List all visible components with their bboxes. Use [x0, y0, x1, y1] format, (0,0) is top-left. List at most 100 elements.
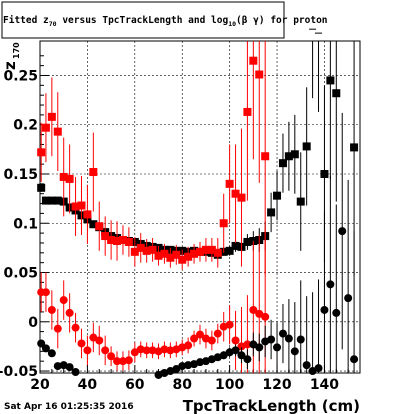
- title-box: Fitted z70 versus TpcTrackLength and log…: [1, 1, 328, 39]
- data-point: [231, 189, 240, 198]
- data-point: [124, 237, 133, 246]
- x-tick-label: 140: [310, 377, 339, 393]
- y-tick-label: 0.05: [3, 266, 38, 282]
- series-3: [37, 228, 270, 373]
- data-point: [37, 183, 46, 192]
- data-point: [172, 250, 181, 259]
- data-point: [71, 323, 80, 332]
- data-point: [219, 351, 228, 360]
- data-point: [190, 249, 199, 258]
- y-axis-label: z: [1, 61, 19, 70]
- data-point: [148, 245, 157, 254]
- data-point: [65, 363, 74, 372]
- data-point: [290, 347, 299, 356]
- data-point: [136, 345, 145, 354]
- data-point: [213, 248, 222, 257]
- data-point: [59, 172, 68, 181]
- data-point: [184, 252, 193, 261]
- data-point: [47, 196, 56, 205]
- x-tick-label: 40: [78, 377, 98, 393]
- data-point: [37, 148, 46, 157]
- data-point: [314, 364, 323, 373]
- data-point: [71, 368, 80, 377]
- data-point: [267, 208, 276, 217]
- data-point: [273, 191, 282, 200]
- data-point: [320, 169, 329, 178]
- data-point: [47, 349, 56, 358]
- data-point: [47, 305, 56, 314]
- data-point: [83, 210, 92, 219]
- data-point: [113, 236, 122, 245]
- x-tick-label: 80: [172, 377, 192, 393]
- data-point: [95, 336, 104, 345]
- data-point: [278, 159, 287, 168]
- data-point: [53, 324, 62, 333]
- y-tick-label: 0.1: [13, 216, 38, 232]
- data-point: [326, 76, 335, 85]
- data-point: [350, 355, 359, 364]
- data-point: [196, 247, 204, 256]
- data-point: [225, 320, 234, 329]
- data-point: [261, 312, 270, 321]
- plot-frame: [39, 40, 361, 374]
- title-box-frame: [1, 1, 285, 39]
- data-point: [213, 329, 222, 338]
- data-point: [290, 150, 299, 159]
- data-point: [261, 152, 270, 161]
- data-point: [172, 365, 181, 374]
- data-point: [113, 357, 122, 366]
- data-point: [77, 339, 86, 348]
- data-point: [326, 280, 335, 289]
- data-point: [243, 355, 252, 364]
- data-point: [201, 245, 210, 254]
- data-point: [178, 362, 187, 371]
- data-point: [237, 193, 246, 202]
- data-point: [237, 351, 246, 360]
- data-point: [41, 123, 50, 132]
- data-point: [77, 201, 86, 210]
- data-layer: [37, 28, 359, 379]
- data-point: [225, 179, 234, 188]
- data-point: [249, 340, 258, 349]
- data-point: [255, 343, 264, 352]
- y-tick-label: 0.15: [3, 167, 38, 183]
- axis-ticks: 20 40 60 80 100 120 140 -0.05 0 0.05 0.1 0.15 0.2 0.2…: [0, 55, 361, 393]
- data-point: [284, 334, 293, 343]
- data-point: [41, 288, 50, 297]
- data-point: [332, 89, 341, 98]
- data-point: [196, 330, 204, 339]
- data-point: [284, 152, 293, 161]
- data-point: [83, 346, 92, 355]
- y-tick-label: 0.2: [13, 118, 38, 134]
- data-point: [243, 340, 252, 349]
- y-axis-title: z 170: [1, 42, 21, 70]
- series-1: [37, 28, 359, 276]
- x-tick-label: 120: [262, 377, 291, 393]
- data-point: [184, 341, 193, 350]
- data-point: [178, 255, 187, 264]
- data-point: [107, 236, 116, 245]
- data-point: [255, 70, 264, 79]
- x-axis-label: TpcTrackLength (cm): [183, 397, 360, 414]
- data-point: [184, 361, 193, 370]
- data-point: [101, 346, 110, 355]
- data-point: [320, 305, 329, 314]
- data-point: [101, 232, 110, 241]
- data-point: [130, 348, 139, 357]
- series-2: [37, 41, 270, 275]
- data-point: [148, 346, 157, 355]
- data-point: [65, 308, 74, 317]
- series-4: [37, 112, 359, 379]
- data-point: [160, 345, 169, 354]
- data-point: [53, 196, 62, 205]
- x-tick-label: 60: [125, 377, 145, 393]
- data-point: [296, 335, 305, 344]
- data-point: [89, 168, 98, 177]
- y-axis-label-subscript: 170: [12, 42, 21, 59]
- data-point: [249, 56, 258, 65]
- data-point: [107, 352, 116, 361]
- data-point: [53, 127, 62, 136]
- data-point: [302, 361, 311, 370]
- y-tick-label: 0: [28, 315, 38, 331]
- data-point: [338, 227, 347, 236]
